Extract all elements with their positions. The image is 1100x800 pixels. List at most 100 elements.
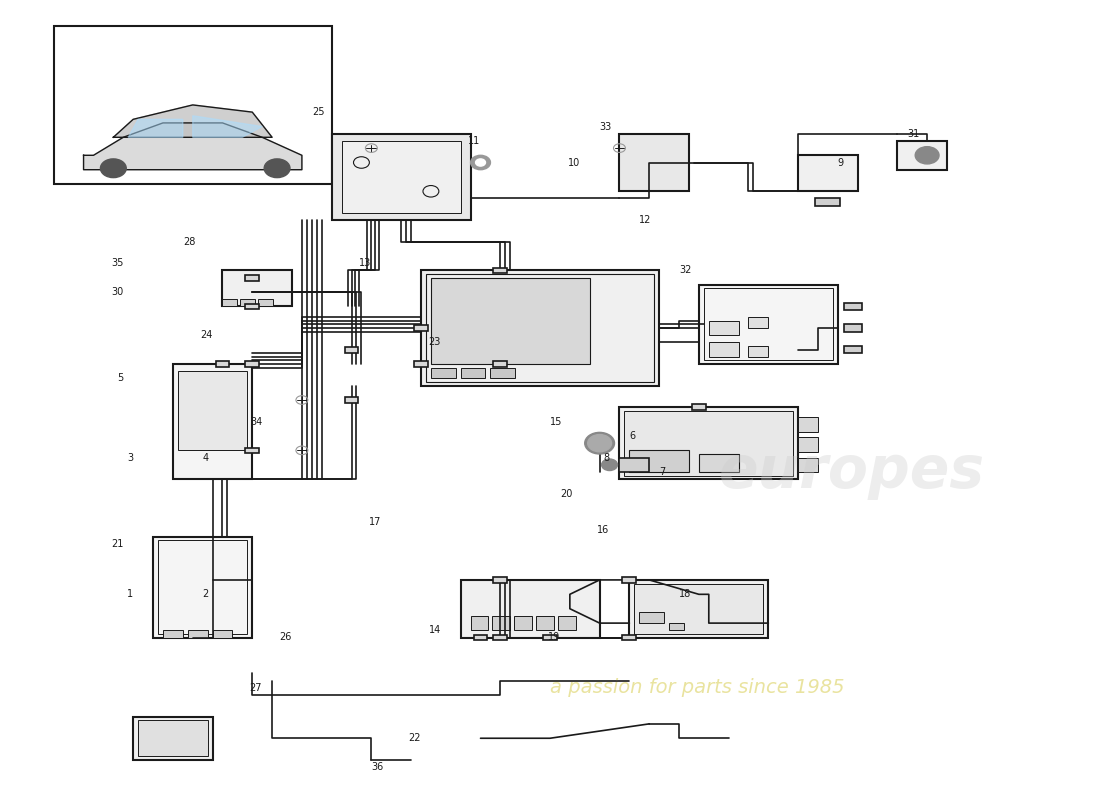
- Text: 17: 17: [368, 518, 382, 527]
- Text: 16: 16: [597, 525, 609, 534]
- Bar: [474, 634, 487, 640]
- Bar: [629, 580, 768, 638]
- Text: 13: 13: [359, 258, 372, 268]
- Bar: [344, 346, 359, 353]
- Bar: [844, 303, 861, 310]
- Bar: [245, 303, 260, 310]
- Text: 6: 6: [629, 431, 636, 441]
- Text: 22: 22: [408, 734, 421, 743]
- Bar: [698, 454, 738, 472]
- Polygon shape: [113, 105, 272, 138]
- Text: 36: 36: [372, 762, 384, 772]
- Bar: [158, 540, 248, 634]
- Text: 30: 30: [111, 287, 123, 297]
- Text: 18: 18: [679, 590, 691, 599]
- Bar: [494, 634, 507, 640]
- Bar: [245, 361, 260, 367]
- Text: 2: 2: [202, 590, 209, 599]
- Bar: [173, 364, 252, 479]
- Bar: [414, 325, 428, 331]
- Text: 27: 27: [250, 683, 262, 693]
- Polygon shape: [192, 116, 262, 138]
- Text: 11: 11: [469, 136, 481, 146]
- Text: 14: 14: [429, 626, 441, 635]
- Bar: [153, 537, 252, 638]
- Bar: [258, 299, 273, 306]
- Text: 23: 23: [429, 338, 441, 347]
- Bar: [188, 630, 208, 638]
- Bar: [515, 616, 532, 630]
- Bar: [844, 346, 861, 354]
- Bar: [241, 299, 255, 306]
- Bar: [494, 361, 507, 367]
- Bar: [698, 285, 838, 364]
- Bar: [471, 616, 488, 630]
- Polygon shape: [129, 119, 183, 138]
- Bar: [414, 361, 428, 367]
- Bar: [692, 404, 706, 410]
- Bar: [245, 274, 260, 281]
- Bar: [139, 720, 208, 756]
- Text: 32: 32: [679, 266, 692, 275]
- Text: 7: 7: [659, 467, 666, 477]
- Bar: [344, 397, 359, 403]
- Text: 35: 35: [111, 258, 123, 268]
- Circle shape: [264, 159, 290, 178]
- Text: 15: 15: [550, 417, 562, 426]
- Bar: [222, 270, 292, 306]
- Bar: [619, 407, 799, 479]
- Text: 31: 31: [908, 129, 920, 138]
- Bar: [669, 623, 684, 630]
- Text: 33: 33: [600, 122, 612, 131]
- Bar: [543, 634, 557, 640]
- Bar: [629, 450, 689, 472]
- Text: 21: 21: [111, 539, 123, 549]
- Polygon shape: [84, 123, 301, 170]
- Bar: [748, 346, 768, 357]
- Text: 19: 19: [548, 633, 560, 642]
- Circle shape: [587, 434, 612, 452]
- Bar: [625, 410, 793, 475]
- Bar: [704, 289, 833, 361]
- Bar: [799, 458, 818, 472]
- Text: a passion for parts since 1985: a passion for parts since 1985: [550, 678, 845, 698]
- Text: 34: 34: [250, 417, 262, 426]
- Circle shape: [100, 159, 126, 178]
- Text: europes: europes: [718, 443, 984, 501]
- Bar: [799, 418, 818, 432]
- Bar: [619, 134, 689, 191]
- Bar: [461, 368, 485, 378]
- Bar: [558, 616, 575, 630]
- Text: 24: 24: [200, 330, 212, 340]
- Bar: [494, 577, 507, 583]
- Circle shape: [471, 155, 491, 170]
- Circle shape: [602, 459, 617, 470]
- Bar: [494, 267, 507, 274]
- Bar: [461, 580, 600, 638]
- Text: 9: 9: [838, 158, 844, 167]
- Bar: [431, 278, 590, 364]
- Bar: [421, 270, 659, 386]
- Bar: [619, 458, 649, 472]
- Bar: [635, 583, 763, 634]
- Bar: [133, 717, 212, 760]
- Text: 28: 28: [183, 237, 195, 246]
- Bar: [332, 134, 471, 220]
- Bar: [342, 141, 461, 213]
- Bar: [844, 325, 861, 332]
- Text: 25: 25: [311, 107, 324, 117]
- Bar: [212, 630, 232, 638]
- Bar: [815, 198, 840, 206]
- Circle shape: [585, 432, 615, 454]
- Text: 4: 4: [202, 453, 209, 462]
- Bar: [222, 299, 238, 306]
- Bar: [898, 141, 947, 170]
- Text: 20: 20: [560, 489, 572, 498]
- Bar: [623, 577, 636, 583]
- Bar: [536, 616, 554, 630]
- Bar: [426, 274, 654, 382]
- Bar: [708, 342, 738, 357]
- Bar: [245, 447, 260, 454]
- Text: 3: 3: [128, 453, 133, 462]
- Bar: [799, 155, 858, 191]
